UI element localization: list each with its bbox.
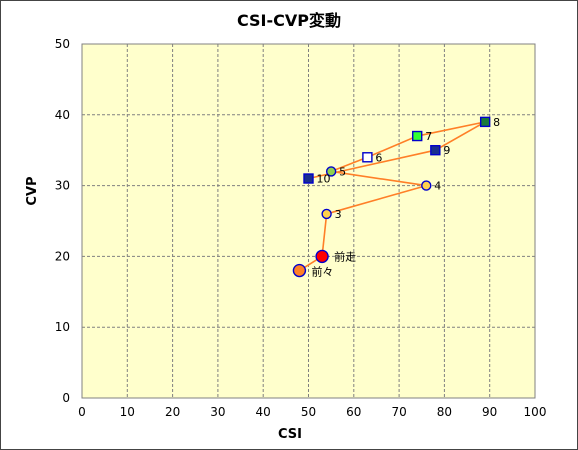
point-label: 3	[335, 208, 342, 221]
y-axis-label: CVP	[25, 176, 40, 205]
chart-title: CSI-CVP変動	[237, 11, 341, 30]
point-label: 4	[434, 180, 441, 193]
data-point	[292, 263, 307, 278]
x-tick-label: 90	[482, 405, 497, 419]
x-tick-label: 40	[256, 405, 271, 419]
y-tick-label: 40	[55, 108, 70, 122]
data-point	[321, 208, 332, 220]
y-tick-label: 50	[55, 37, 70, 51]
tick-labels: 0 10 20 30 40 50 60 70 80 90 100 0 10 20 30 40 50	[55, 37, 547, 419]
data-point	[325, 166, 337, 177]
x-tick-label: 100	[524, 405, 547, 419]
point-label: 8	[493, 116, 500, 129]
point-label: 前々	[311, 265, 333, 279]
series-line	[299, 121, 486, 272]
data-points	[292, 116, 491, 278]
x-tick-label: 60	[346, 405, 361, 419]
data-point	[362, 152, 373, 163]
grid-lines	[82, 44, 535, 398]
x-axis-label: CSI	[278, 427, 302, 442]
y-tick-label: 10	[55, 320, 70, 334]
point-label: 10	[317, 173, 331, 186]
point-label: 7	[425, 130, 432, 143]
data-point	[412, 130, 423, 142]
data-point	[479, 116, 491, 128]
y-tick-label: 20	[55, 249, 70, 263]
x-tick-label: 10	[120, 405, 135, 419]
x-tick-label: 50	[301, 405, 316, 419]
series-path	[299, 121, 486, 272]
y-tick-label: 30	[55, 179, 70, 193]
x-tick-label: 20	[165, 405, 180, 419]
data-point	[430, 144, 441, 156]
point-label: 5	[339, 165, 346, 178]
point-label: 9	[443, 144, 450, 157]
data-point	[421, 180, 432, 191]
data-point	[303, 173, 314, 184]
y-tick-label: 0	[62, 391, 70, 405]
x-tick-label: 30	[210, 405, 225, 419]
x-tick-label: 0	[78, 405, 86, 419]
point-label: 前走	[334, 249, 356, 263]
data-point	[315, 249, 329, 264]
point-label: 6	[375, 151, 382, 164]
x-tick-label: 70	[391, 405, 406, 419]
x-tick-label: 80	[437, 405, 452, 419]
